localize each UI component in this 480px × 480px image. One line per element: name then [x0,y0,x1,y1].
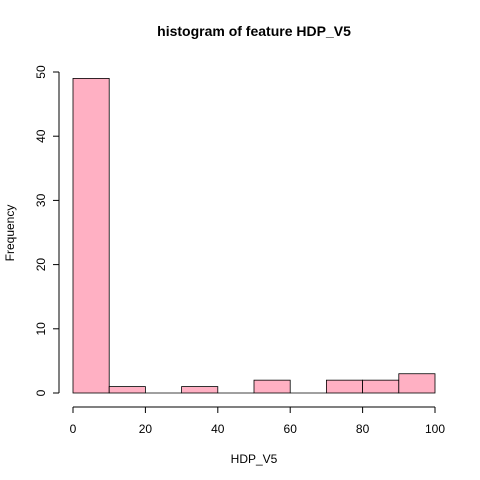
histogram-bar [181,386,219,394]
y-tick-label: 50 [34,65,48,79]
x-tick-label: 80 [356,422,370,436]
chart-title: histogram of feature HDP_V5 [157,23,351,39]
x-tick-label: 20 [139,422,153,436]
histogram-bar [362,379,400,394]
histogram-bar [325,379,363,394]
histogram-bar [72,78,110,394]
y-axis-title: Frequency [3,205,17,262]
y-tick-label: 0 [34,389,48,396]
y-axis: 0 10 20 30 40 50 [34,65,60,396]
y-tick-label: 30 [34,193,48,207]
y-tick-label: 20 [34,258,48,272]
x-tick-label: 40 [211,422,225,436]
histogram-bar [108,386,146,394]
x-axis: 0 20 40 60 80 100 [70,406,445,436]
y-tick-label: 40 [34,129,48,143]
y-tick-label: 10 [34,322,48,336]
histogram-bar [253,379,291,394]
x-axis-title: HDP_V5 [231,452,278,466]
x-tick-label: 60 [284,422,298,436]
histogram-bar [398,373,436,394]
bars-group [72,78,436,394]
x-tick-label: 100 [425,422,445,436]
x-tick-label: 0 [70,422,77,436]
